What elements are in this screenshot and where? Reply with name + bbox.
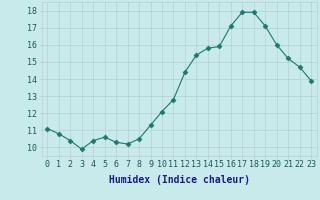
X-axis label: Humidex (Indice chaleur): Humidex (Indice chaleur) bbox=[109, 175, 250, 185]
